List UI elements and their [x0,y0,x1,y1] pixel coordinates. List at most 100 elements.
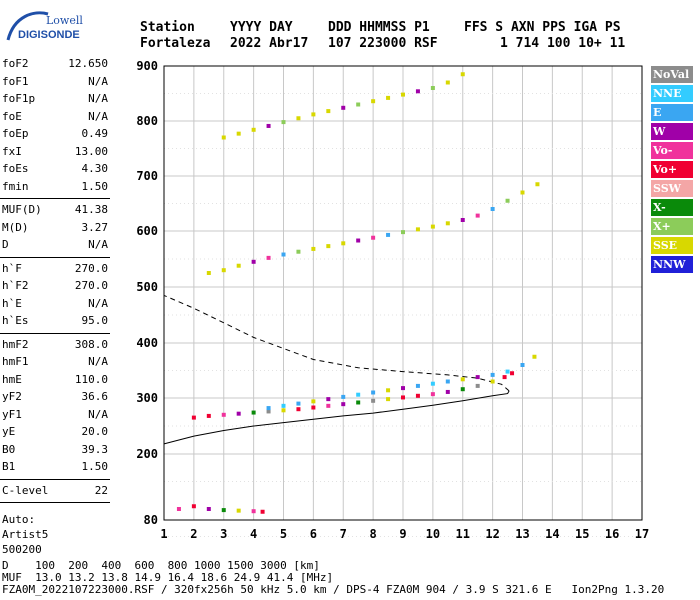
param-value: N/A [88,296,108,310]
param-name: B0 [2,442,16,456]
echo-point [296,401,301,406]
digisonde-logo: Lowell DIGISONDE [6,11,83,41]
echo-point [236,411,241,416]
echo-point [371,398,376,403]
echo-point [460,218,465,222]
param-value: 110.0 [74,372,108,386]
x-tick-label: 12 [485,527,499,541]
param-row: M(D) 3.27 [2,220,108,236]
grid [163,65,643,537]
param-name: foEp [2,127,29,140]
param-name: yF1 [2,407,22,421]
param-value: 4.30 [81,162,109,175]
param-name: foEs [2,162,29,175]
param-value: 270.0 [74,279,108,292]
echo-point [221,412,226,417]
footer-distance-line: D 100 200 400 600 800 1000 1500 3000 [km… [2,559,320,572]
echo-point [445,379,450,384]
echo-point [475,383,480,388]
param-row: MUF(D) 41.38 [2,202,108,218]
footer: D 100 200 400 600 800 1000 1500 3000 [km… [2,560,664,596]
x-tick-label: 6 [310,527,317,541]
series-f2-o-2hop [206,182,540,275]
legend-entry-vominus: Vo+ [651,161,693,178]
echo-point [510,371,515,376]
param-value: 0.49 [81,127,109,140]
param-row: foE N/A [2,109,108,125]
param-name: yE [2,425,16,438]
echo-point [221,268,226,273]
x-tick-label: 11 [456,527,470,541]
y-tick-label: 500 [136,280,158,294]
legend-entry-vominus: Vo- [651,142,693,159]
echo-point [341,241,346,246]
echo-point [401,386,405,391]
param-name: foF1 [2,74,29,88]
legend-entry-nne: NNE [651,85,693,102]
param-value: 1.50 [81,179,109,193]
param-row: foF1p N/A [2,91,108,107]
param-row: B1 1.50 [2,459,108,475]
header-label-0: Station [140,20,195,35]
param-name: M(D) [2,220,29,234]
echo-point [311,399,316,404]
echo-point [296,116,301,121]
param-row: hmF1 N/A [2,354,108,370]
x-tick-label: 15 [575,527,589,541]
series-es [176,504,265,514]
echo-point [341,105,346,110]
echo-point [221,135,226,140]
param-name: yF2 [2,390,22,403]
echo-point [460,387,465,392]
param-value: 22 [94,483,108,497]
param-divider [0,256,110,258]
legend-entry-ssw: SSW [651,180,693,197]
param-name: C-level [2,483,49,497]
param-divider [0,502,110,503]
legend-entry-nnw: NNW [651,256,693,273]
param-name: hmE [2,372,22,386]
profile-solid-line [163,390,510,445]
ionogram-plot: 1 2 3 4 5 6 7 8 9 10 11 12 13 14 15 16 17802003004005006… [136,59,649,541]
param-name: foF2 [2,57,29,70]
x-tick-label: 17 [635,527,649,541]
param-name: h`F [2,261,22,275]
echo-points [176,72,540,514]
echo-point [251,259,256,264]
x-tick-label: 7 [340,527,347,541]
param-row: foF2 12.650 [2,56,108,72]
echo-point [490,372,495,377]
echo-point [535,182,540,187]
echo-point [281,252,286,257]
param-value: N/A [88,92,108,105]
param-name: h`E [2,296,22,310]
echo-point [221,508,226,513]
param-row: B0 39.3 [2,442,108,458]
y-tick-label: 700 [136,169,158,183]
x-tick-label: 10 [426,527,440,541]
header-value-0: Fortaleza [140,36,211,51]
param-row: h`F2 270.0 [2,278,108,294]
echo-point [251,509,256,514]
param-row: yF1 N/A [2,407,108,423]
param-row: yE 20.0 [2,424,108,440]
echo-point [281,120,286,125]
param-value: N/A [88,407,108,421]
echo-point [475,375,480,380]
x-tick-label: 14 [545,527,559,541]
echo-point [386,397,391,402]
echo-point [401,92,405,97]
autoscaling-info: Artist5 [2,528,49,541]
x-tick-label: 8 [370,527,377,541]
header-value-1: 2022 Abr17 [230,36,309,51]
echo-point [236,263,241,268]
legend: NoVal NNE E W Vo- Vo+ SSW X- X+ SSE NNW [651,66,693,275]
param-value: 36.6 [81,390,109,403]
param-value: 308.0 [74,337,108,351]
footer-muf-line: MUF 13.0 13.2 13.8 14.9 16.4 18.6 24.9 4… [2,571,334,584]
param-value: 1.50 [81,460,109,473]
echo-point [490,207,495,211]
x-tick-label: 1 [160,527,167,541]
echo-point [206,271,211,275]
echo-point [356,102,361,107]
